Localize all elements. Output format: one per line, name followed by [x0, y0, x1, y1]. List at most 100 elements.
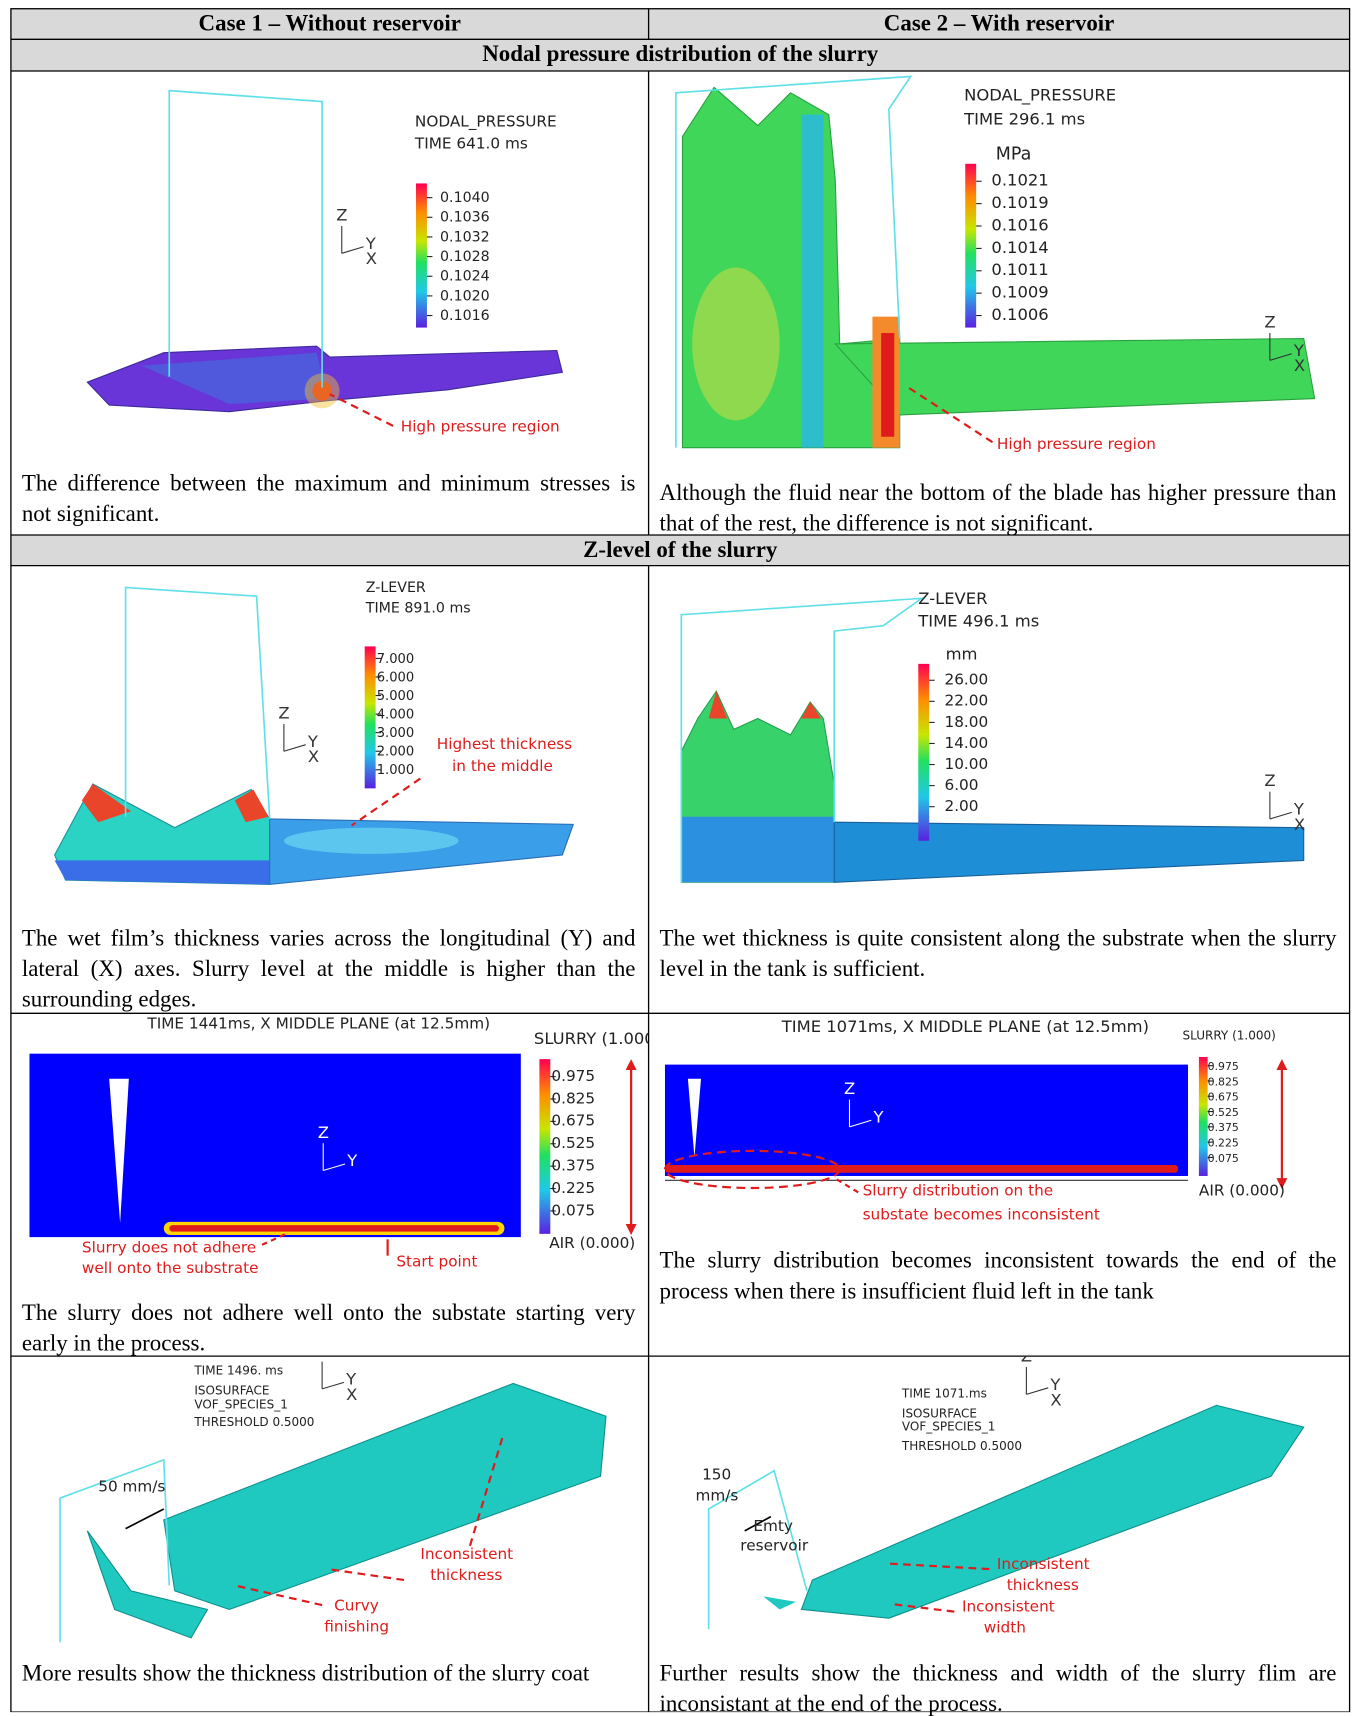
figure-label: TIME 496.1 ms	[917, 612, 1039, 631]
annotation: reservoir	[740, 1536, 809, 1554]
axis-label: Z	[1264, 313, 1275, 332]
figure-shape	[834, 822, 1304, 882]
annotation: substate becomes inconsistent	[863, 1206, 1100, 1224]
legend-title: SLURRY (1.000)	[1183, 1028, 1276, 1042]
legend-label: 0.1014	[991, 238, 1048, 257]
axis-label: X	[308, 747, 319, 766]
figure-shape	[328, 1569, 404, 1580]
legend-label: 0.225	[1208, 1136, 1239, 1149]
figure-label: ISOSURFACE	[902, 1406, 977, 1420]
figure-shape	[801, 115, 823, 448]
cell-caption: The wet thickness is quite consistent al…	[660, 923, 1337, 984]
axis-label: X	[1050, 1390, 1061, 1409]
legend-color-bar	[365, 646, 376, 788]
legend-label: 0.525	[551, 1134, 595, 1152]
annotation: 150	[702, 1466, 731, 1484]
legend-label: 0.825	[551, 1089, 595, 1107]
legend-title: MPa	[996, 144, 1032, 164]
legend-label: 6.000	[377, 670, 415, 685]
figure-shape	[126, 1509, 164, 1529]
legend-bottom: AIR (0.000)	[1199, 1182, 1285, 1200]
figure-label: NODAL_PRESSURE	[415, 113, 557, 132]
simulation-figure: TIME 1071ms, X MIDDLE PLANE (at 12.5mm) S…	[649, 1013, 1350, 1244]
legend-label: 2.00	[944, 797, 978, 815]
legend-label: 2.000	[377, 745, 415, 760]
figure-shape	[763, 1596, 796, 1609]
axis-label: Z	[318, 1123, 329, 1142]
legend-label: 0.1040	[440, 190, 490, 206]
legend-color-bar	[539, 1059, 550, 1234]
figure-shape	[29, 1054, 520, 1237]
simulation-figure: TIME 1071.msISOSURFACEVOF_SPECIES_1THRES…	[649, 1356, 1350, 1657]
annotation: High pressure region	[401, 417, 560, 435]
axis-label: X	[1294, 815, 1305, 834]
annotation: Inconsistent	[962, 1598, 1055, 1616]
legend-label: 0.1024	[440, 269, 490, 285]
figure-shape	[836, 1179, 858, 1192]
figure-label: NODAL_PRESSURE	[964, 85, 1116, 105]
axis-line	[284, 745, 306, 752]
legend-label: 0.975	[551, 1067, 595, 1085]
legend-label: 14.00	[944, 734, 988, 752]
legend-color-bar	[918, 664, 929, 841]
cell-caption: The difference between the maximum and m…	[22, 467, 636, 528]
axis-label: Z	[336, 206, 347, 225]
figure-label: THRESHOLD 0.5000	[901, 1439, 1022, 1453]
legend-label: 7.000	[377, 652, 415, 667]
figure-label: ISOSURFACE	[194, 1383, 269, 1397]
annotation: Inconsistent	[997, 1555, 1090, 1573]
annotation: finishing	[324, 1617, 389, 1635]
annotation: Curvy	[334, 1597, 379, 1615]
annotation: Emty	[753, 1517, 793, 1535]
axis-label: X	[366, 249, 377, 268]
figure-shape	[126, 587, 270, 818]
annotation: High pressure region	[997, 435, 1156, 453]
cell-caption: The slurry distribution becomes inconsis…	[660, 1245, 1337, 1306]
annotation: mm/s	[696, 1486, 739, 1504]
legend-label: 0.075	[1208, 1152, 1239, 1165]
axis-label: X	[1294, 356, 1305, 375]
figure-shape	[169, 91, 322, 388]
figure-label: VOF_SPECIES_1	[194, 1398, 288, 1412]
legend-label: 0.375	[551, 1157, 595, 1175]
legend-label: 6.00	[944, 776, 978, 794]
page-body: {"table": { "header": ["Case 1 – Without…	[0, 0, 1355, 1713]
axis-line	[1270, 812, 1292, 819]
legend-label: 1.000	[377, 763, 415, 778]
axis-line	[322, 1382, 344, 1389]
cell-caption: The wet film’s thickness varies across t…	[22, 923, 636, 1015]
annotation: Highest thickness	[437, 735, 572, 753]
legend-label: 0.1021	[991, 171, 1048, 190]
figure-shape	[665, 1065, 1188, 1176]
figure-label: TIME 1071ms, X MIDDLE PLANE (at 12.5mm)	[781, 1017, 1149, 1036]
legend-label: 0.1020	[440, 288, 490, 304]
legend-label: 0.975	[1208, 1060, 1239, 1073]
legend-color-bar	[965, 164, 976, 328]
figure-shape	[665, 1165, 1178, 1173]
legend-label: 0.225	[551, 1179, 595, 1197]
legend-label: 4.000	[377, 707, 415, 722]
axis-label: Z	[1264, 771, 1275, 790]
document-table: Case 1 – Without reservoir Case 2 – With…	[0, 0, 1355, 1712]
cell-caption: The slurry does not adhere well onto the…	[22, 1297, 636, 1358]
simulation-figure: NODAL_PRESSURETIME 641.0 ms0.10400.10360…	[11, 71, 649, 467]
figure-label: TIME 891.0 ms	[365, 601, 471, 617]
axis-label: Z	[317, 1356, 328, 1360]
legend-label: 0.1028	[440, 249, 490, 265]
legend-label: 22.00	[944, 692, 988, 710]
legend-label: 0.1019	[991, 193, 1048, 212]
legend-color-bar	[416, 183, 427, 327]
legend-label: 0.375	[1208, 1121, 1239, 1134]
figure-label: VOF_SPECIES_1	[902, 1419, 996, 1433]
legend-title: SLURRY (1.000)	[534, 1029, 649, 1048]
figure-label: TIME 296.1 ms	[963, 109, 1085, 128]
legend-label: 0.675	[1208, 1091, 1239, 1104]
legend-label: 0.675	[551, 1112, 595, 1130]
axis-label: Z	[278, 703, 289, 722]
annotation: width	[984, 1618, 1026, 1636]
figure-shape	[270, 819, 574, 885]
annotation: Slurry does not adhere	[82, 1238, 256, 1256]
figure-shape	[692, 268, 779, 421]
